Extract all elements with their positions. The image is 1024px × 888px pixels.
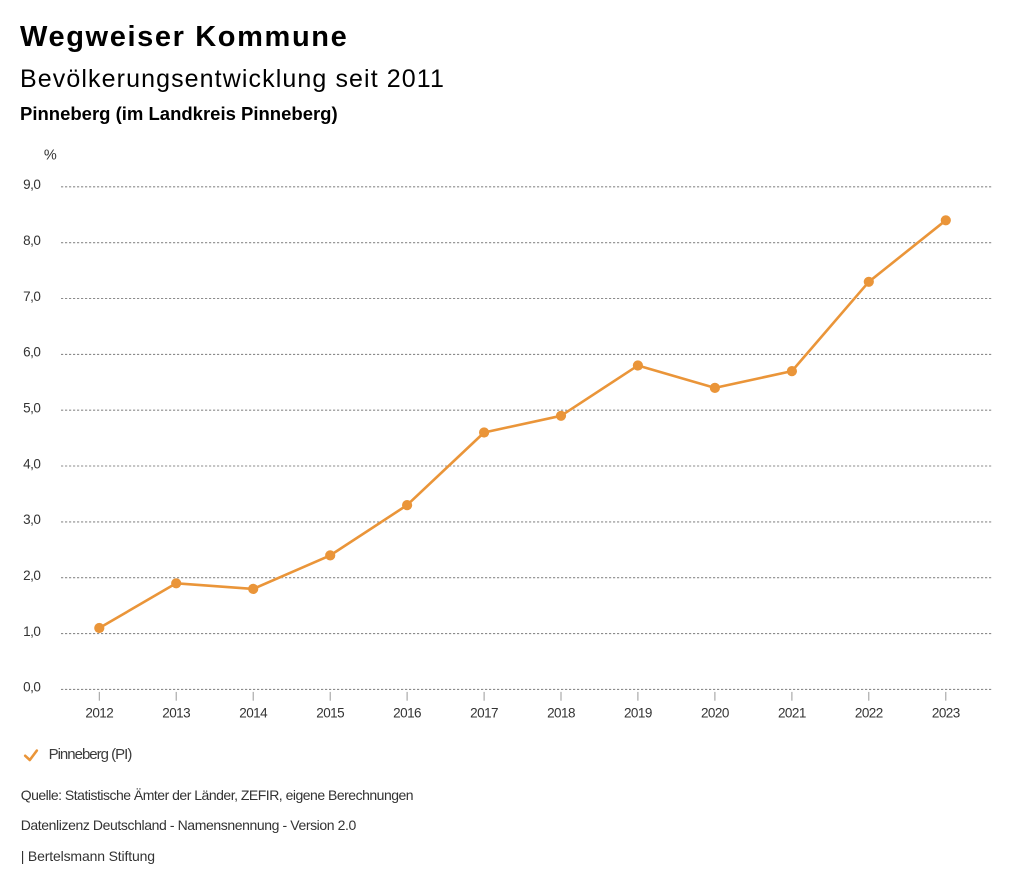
svg-text:2017: 2017 <box>470 706 498 721</box>
svg-text:7,0: 7,0 <box>23 289 40 304</box>
svg-text:2023: 2023 <box>932 706 960 721</box>
svg-text:0,0: 0,0 <box>23 680 40 695</box>
svg-text:6,0: 6,0 <box>23 345 40 360</box>
svg-text:2012: 2012 <box>85 706 113 721</box>
svg-text:2015: 2015 <box>316 706 344 721</box>
svg-text:5,0: 5,0 <box>23 401 40 416</box>
svg-text:%: % <box>44 147 57 163</box>
svg-text:2020: 2020 <box>701 706 729 721</box>
svg-text:2016: 2016 <box>393 706 421 721</box>
svg-text:4,0: 4,0 <box>23 456 40 471</box>
svg-text:9,0: 9,0 <box>23 177 40 192</box>
svg-text:8,0: 8,0 <box>23 233 40 248</box>
svg-text:2022: 2022 <box>855 706 883 721</box>
svg-text:2018: 2018 <box>547 706 575 721</box>
svg-text:2019: 2019 <box>624 706 652 721</box>
svg-text:2,0: 2,0 <box>23 568 40 583</box>
svg-text:3,0: 3,0 <box>23 512 40 527</box>
svg-text:2013: 2013 <box>162 706 190 721</box>
svg-text:2014: 2014 <box>239 706 268 721</box>
svg-text:2021: 2021 <box>778 706 806 721</box>
svg-text:1,0: 1,0 <box>23 624 40 639</box>
